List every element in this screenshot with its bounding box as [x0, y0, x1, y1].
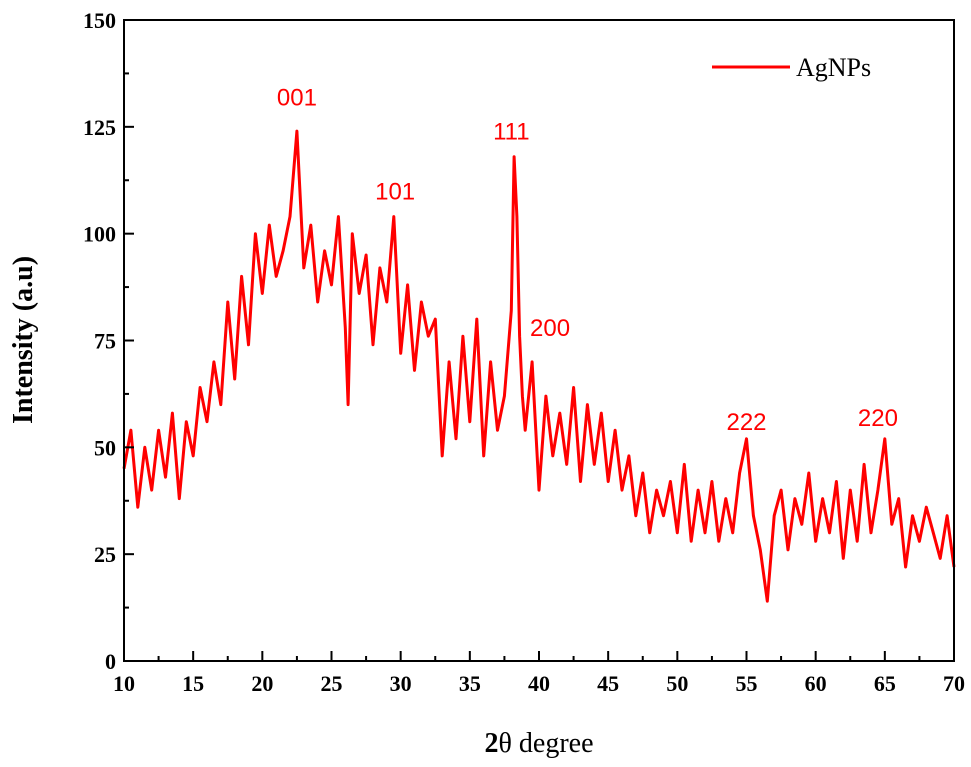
peak-label-200: 200: [530, 315, 570, 342]
y-tick-label: 150: [83, 8, 116, 33]
series-line-agnps: [122, 129, 956, 603]
peak-label-001: 001: [277, 84, 317, 111]
peak-label-222: 222: [726, 409, 766, 436]
y-tick-label: 125: [83, 115, 116, 140]
y-tick-label: 100: [83, 222, 116, 247]
x-tick-label: 45: [597, 671, 619, 696]
x-tick-label: 20: [251, 671, 273, 696]
plot-layer: [122, 129, 956, 603]
x-tick-label: 60: [805, 671, 827, 696]
x-tick-label: 35: [459, 671, 481, 696]
x-tick-label: 25: [321, 671, 343, 696]
x-tick-label: 55: [736, 671, 758, 696]
peak-label-101: 101: [375, 178, 415, 205]
x-tick-label: 10: [113, 671, 135, 696]
x-tick-label: 15: [182, 671, 204, 696]
y-tick-label: 50: [94, 435, 116, 460]
x-tick-label: 65: [874, 671, 896, 696]
x-axis-title: 2θ degree: [484, 728, 593, 759]
y-tick-label: 0: [105, 649, 116, 674]
y-axis-title: Intensity (a.u): [8, 256, 39, 424]
y-tick-label: 75: [94, 329, 116, 354]
peak-label-111: 111: [493, 119, 529, 146]
x-tick-label: 70: [943, 671, 965, 696]
peak-label-220: 220: [858, 405, 898, 432]
legend-label-agnps: AgNPs: [796, 53, 871, 82]
x-tick-label: 40: [528, 671, 550, 696]
y-tick-label: 25: [94, 542, 116, 567]
legend: AgNPs: [712, 53, 871, 82]
ticks-layer: 10 15 20 25 30 35 40 45 50 55 60 65 70 0 25 50 75 100 125 1…: [83, 8, 965, 696]
x-tick-label: 50: [666, 671, 688, 696]
x-tick-label: 30: [390, 671, 412, 696]
peak-labels: 001 101 111 200 222 220: [277, 84, 898, 436]
